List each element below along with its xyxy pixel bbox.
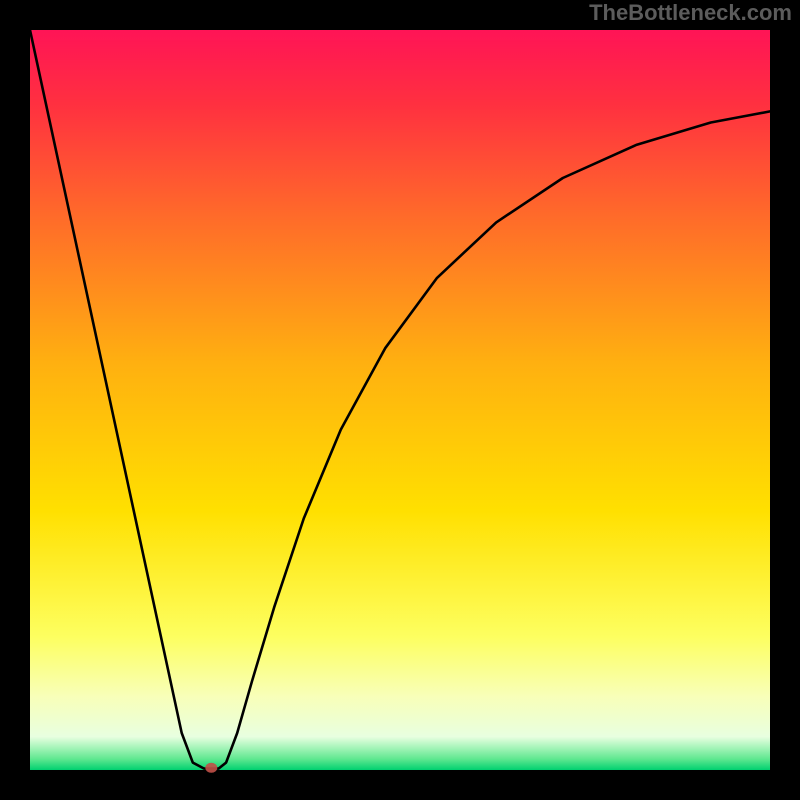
min-point-marker	[205, 763, 217, 773]
watermark-text: TheBottleneck.com	[589, 0, 792, 26]
bottleneck-chart	[0, 0, 800, 800]
chart-container: TheBottleneck.com	[0, 0, 800, 800]
plot-background	[30, 30, 770, 770]
